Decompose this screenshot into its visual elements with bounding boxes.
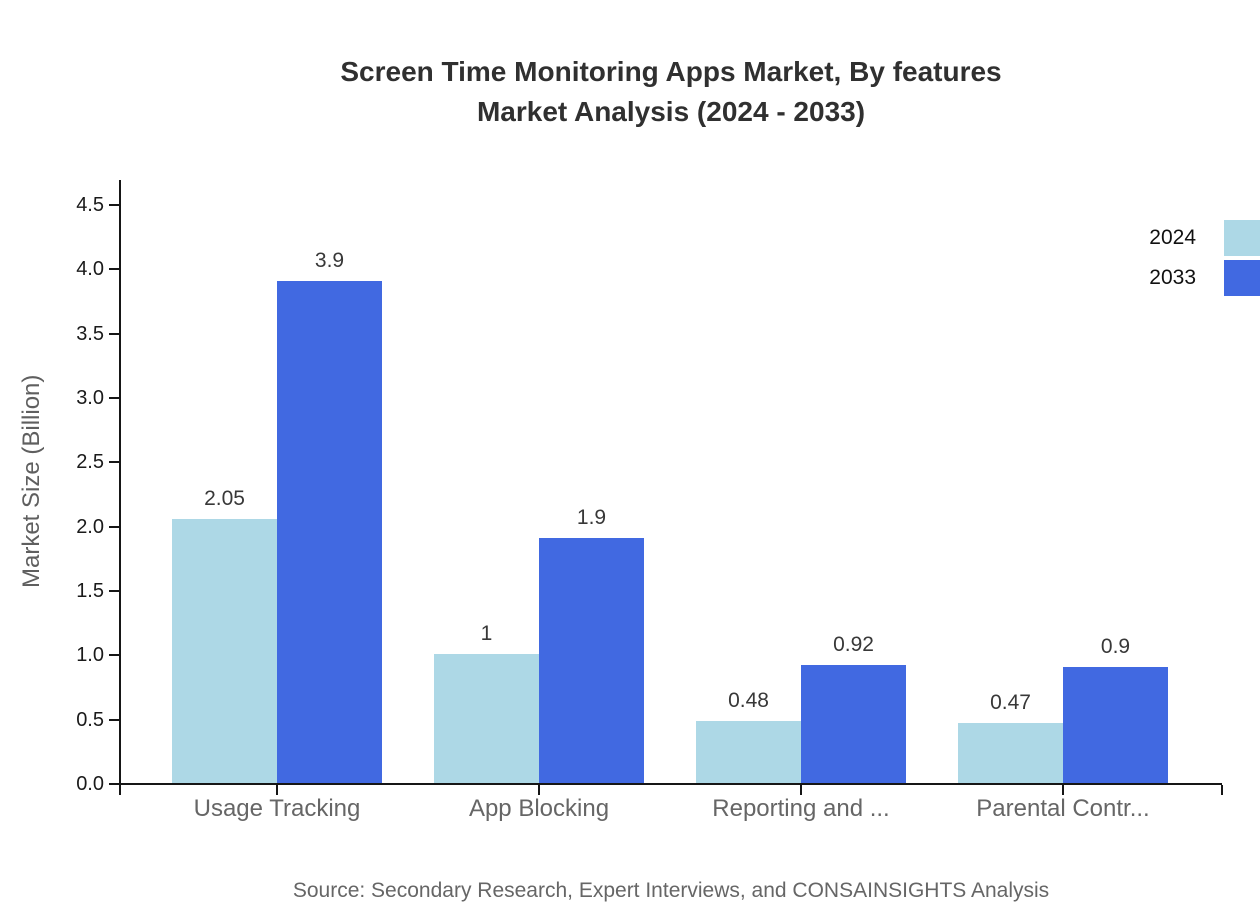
bar-2033-cat4 bbox=[1063, 667, 1168, 783]
x-tick-mark bbox=[1062, 785, 1064, 795]
y-tick-mark bbox=[109, 332, 119, 335]
bar-2024-cat3 bbox=[696, 721, 801, 783]
bar-value-label: 0.92 bbox=[833, 633, 874, 656]
y-tick-mark bbox=[109, 396, 119, 399]
legend-label: 2024 bbox=[1149, 226, 1196, 249]
bar-value-label: 0.9 bbox=[1100, 635, 1131, 658]
y-tick-label: 2.5 bbox=[76, 451, 104, 474]
bar-value-label: 2.05 bbox=[204, 487, 245, 510]
chart-title: Screen Time Monitoring Apps Market, By f… bbox=[120, 52, 1222, 132]
y-tick-label: 4.5 bbox=[76, 193, 104, 216]
bar-value-label: 3.9 bbox=[314, 249, 345, 272]
x-axis-end-tick bbox=[119, 785, 121, 795]
y-tick-label: 2.0 bbox=[76, 515, 104, 538]
y-tick-mark bbox=[109, 203, 119, 206]
y-tick-mark bbox=[109, 718, 119, 721]
x-tick-mark bbox=[538, 785, 540, 795]
chart-title-line2: Market Analysis (2024 - 2033) bbox=[476, 96, 866, 127]
legend: 2024 2033 bbox=[1149, 220, 1260, 300]
y-tick-label: 3.5 bbox=[76, 322, 104, 345]
y-tick-label: 1.0 bbox=[76, 644, 104, 667]
y-tick-mark bbox=[109, 525, 119, 528]
legend-swatch-icon bbox=[1224, 260, 1260, 296]
x-tick-label-1: Usage Tracking bbox=[193, 795, 361, 822]
y-axis-spine bbox=[119, 180, 121, 785]
y-tick-mark bbox=[109, 589, 119, 592]
bar-value-label: 0.48 bbox=[728, 689, 769, 712]
x-tick-label-2: App Blocking bbox=[468, 795, 610, 822]
bar-2033-cat1 bbox=[277, 281, 382, 783]
y-tick-mark bbox=[109, 783, 119, 785]
y-tick-label: 1.5 bbox=[76, 579, 104, 602]
y-tick-mark bbox=[109, 461, 119, 464]
bar-2024-cat1 bbox=[172, 519, 277, 783]
y-tick-label: 3.0 bbox=[76, 386, 104, 409]
y-tick-label: 0.0 bbox=[76, 773, 104, 795]
y-tick-label: 0.5 bbox=[76, 708, 104, 731]
y-tick-label: 4.0 bbox=[76, 258, 104, 281]
legend-swatch-icon bbox=[1224, 220, 1260, 256]
x-axis-spine bbox=[118, 783, 1222, 785]
legend-label: 2033 bbox=[1149, 266, 1196, 289]
bar-2033-cat2 bbox=[539, 538, 644, 783]
source-note: Source: Secondary Research, Expert Inter… bbox=[292, 879, 1050, 902]
bar-value-label: 0.47 bbox=[990, 691, 1031, 714]
bar-value-label: 1 bbox=[480, 622, 493, 645]
bar-2024-cat2 bbox=[434, 654, 539, 783]
bar-2033-cat3 bbox=[801, 665, 906, 783]
y-tick-mark bbox=[109, 654, 119, 657]
chart-title-line1: Screen Time Monitoring Apps Market, By f… bbox=[340, 56, 1002, 87]
legend-entry-2033: 2033 bbox=[1149, 260, 1260, 296]
x-tick-label-3: Reporting and ... bbox=[712, 795, 890, 822]
bar-2024-cat4 bbox=[958, 723, 1063, 783]
x-tick-mark bbox=[276, 785, 278, 795]
bar-value-label: 1.9 bbox=[576, 506, 607, 529]
x-tick-mark bbox=[800, 785, 802, 795]
x-tick-label-4: Parental Contr... bbox=[976, 795, 1150, 822]
y-tick-mark bbox=[109, 268, 119, 271]
x-axis-end-tick bbox=[1221, 785, 1223, 795]
legend-entry-2024: 2024 bbox=[1149, 220, 1260, 256]
